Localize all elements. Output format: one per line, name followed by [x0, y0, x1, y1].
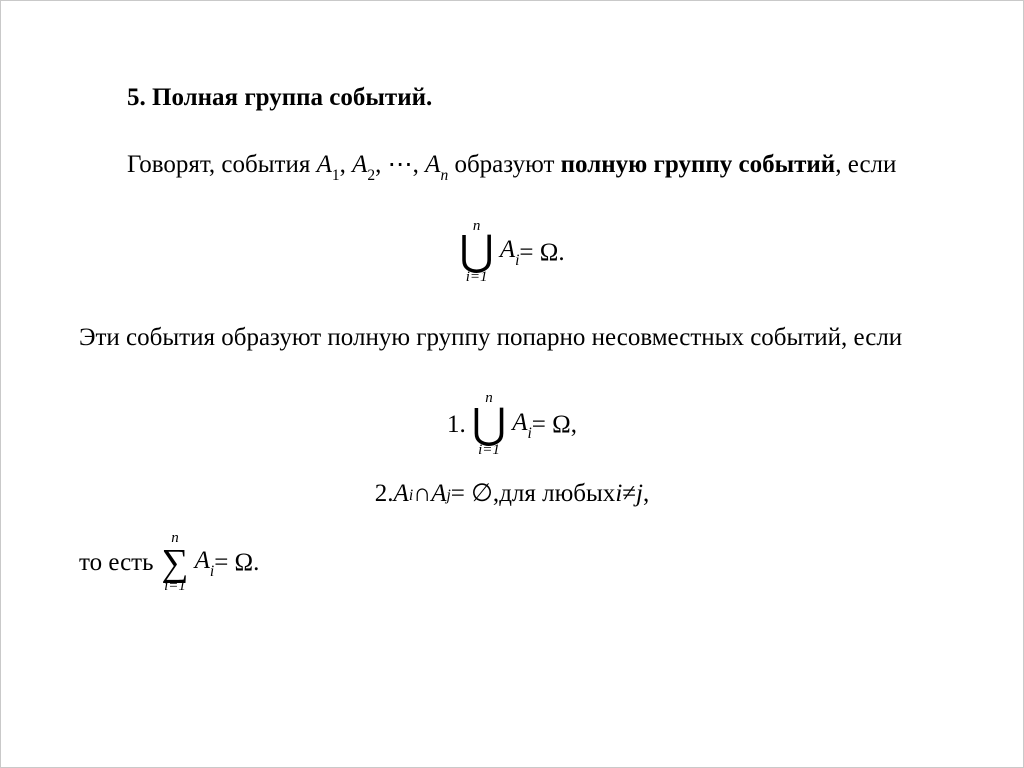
sum-symbol: n ∑ i=1 [162, 532, 189, 593]
para-1: Говорят, события A1, A2, ⋯, An образуют … [79, 136, 945, 194]
f2a-label: 1. [447, 412, 466, 437]
f2b-i: i [615, 481, 622, 506]
f2b-cap: ∩ [413, 481, 431, 506]
seq-A1: A [317, 151, 332, 178]
seq-1: 1 [332, 167, 340, 184]
heading-title: Полная группа событий. [152, 84, 432, 111]
f2a-A: A [512, 409, 527, 436]
f2b-ne: ≠ [622, 481, 636, 506]
union1-bot: i=1 [466, 271, 488, 285]
union2-sym: ⋃ [472, 404, 506, 446]
last-line: то есть n ∑ i=1 Ai = Ω. [79, 532, 945, 593]
union1-sym: ⋃ [459, 231, 493, 273]
formula-1: n ⋃ i=1 Ai = Ω. [79, 220, 945, 285]
f2b-s1: i [409, 488, 413, 504]
f1-eq: = Ω. [519, 240, 564, 265]
f2b-label: 2. [375, 481, 394, 506]
seq-A2: A [352, 151, 367, 178]
formula-2b: 2. Ai ∩ Aj = ∅, для любых i ≠ j, [79, 481, 945, 506]
para1-tail: , если [835, 151, 896, 178]
union-symbol-1: n ⋃ i=1 [459, 220, 493, 285]
para1-post: образуют [448, 151, 560, 178]
f2b-j: j [636, 481, 643, 506]
section-heading: 5. Полная группа событий. [79, 85, 945, 110]
f2a-sub: i [527, 425, 531, 442]
last-sub: i [210, 563, 214, 580]
f2b-s2: j [446, 488, 450, 504]
para1-bold: полную группу событий [561, 151, 836, 178]
f1-sub: i [515, 252, 519, 269]
union2-bot: i=1 [478, 444, 500, 458]
union-symbol-2: n ⋃ i=1 [472, 392, 506, 457]
seq-2: 2 [367, 167, 375, 184]
f1-A: A [500, 236, 515, 263]
sum-sym: ∑ [162, 544, 189, 582]
formula-2a: 1. n ⋃ i=1 Ai = Ω, [79, 392, 945, 457]
last-lead: то есть [79, 550, 154, 575]
seq-n: n [440, 167, 448, 184]
f2b-A1: A [394, 481, 409, 506]
last-A: A [195, 547, 210, 574]
para-2: Эти события образуют полную группу попар… [79, 309, 945, 367]
f2a-eq: = Ω, [532, 412, 577, 437]
seq-dots: , ⋯, [375, 151, 425, 178]
last-eq: = Ω. [214, 550, 259, 575]
sum-bot: i=1 [164, 580, 186, 594]
para1-pre: Говорят, события [127, 151, 317, 178]
seq-An: A [425, 151, 440, 178]
f2b-comma: , [643, 481, 649, 506]
heading-number: 5. [127, 84, 146, 111]
f2b-eq: = ∅, [451, 481, 499, 506]
f2b-A2: A [431, 481, 446, 506]
seq-c1: , [340, 151, 353, 178]
f2b-tail: для любых [499, 481, 615, 506]
